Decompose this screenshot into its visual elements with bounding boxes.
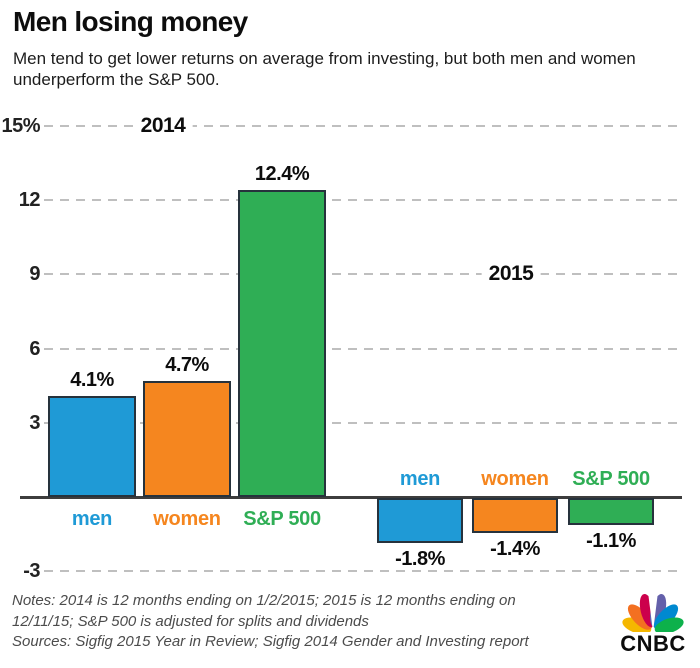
gridline	[44, 124, 684, 127]
page-title: Men losing money	[13, 6, 248, 37]
category-label-s-p-500: S&P 500	[243, 508, 321, 530]
cnbc-wordmark: CNBC	[620, 631, 686, 656]
bar-value-label: -1.4%	[490, 537, 540, 560]
bar-value-label: -1.1%	[586, 530, 636, 553]
bar-2015-men	[377, 498, 463, 543]
bar-2014-men	[48, 395, 136, 497]
category-label-men: men	[399, 468, 441, 490]
category-label-men: men	[71, 508, 113, 530]
bar-2015-women	[472, 498, 558, 533]
y-axis-tick-label: 3	[29, 411, 40, 434]
cnbc-logo: CNBC	[608, 586, 698, 655]
bar-value-label: 4.7%	[165, 353, 209, 376]
bar-value-label: 4.1%	[70, 368, 114, 391]
bar-2014-s-p-500	[238, 190, 326, 497]
category-label-women: women	[481, 468, 549, 490]
bar-chart: 15% 12 9 6 3 -3 2014 4.1% men 4.7% women 12.4% S&P 5…	[0, 110, 700, 595]
y-axis-tick-label: 6	[29, 337, 40, 360]
gridline	[44, 570, 684, 573]
cnbc-peacock-icon	[622, 588, 684, 635]
category-label-s-p-500: S&P 500	[572, 468, 650, 490]
bar-2014-women	[143, 380, 231, 497]
peacock-body-notch	[647, 588, 659, 632]
y-axis-tick-label: -3	[23, 560, 40, 583]
x-axis-baseline	[20, 496, 682, 499]
y-axis-tick-label: 15%	[1, 114, 40, 137]
gridline	[44, 347, 684, 350]
gridline	[44, 273, 684, 276]
category-label-women: women	[153, 508, 221, 530]
group-year-label: 2014	[133, 112, 193, 139]
footnotes: Notes: 2014 is 12 months ending on 1/2/2…	[12, 592, 529, 650]
bar-2015-s-p-500	[568, 498, 654, 526]
bar-value-label: 12.4%	[254, 163, 310, 186]
y-axis-tick-label: 9	[29, 263, 40, 286]
group-year-label: 2015	[481, 261, 541, 288]
y-axis-tick-label: 12	[18, 189, 41, 211]
bar-value-label: -1.8%	[395, 547, 445, 570]
gridline	[44, 199, 684, 201]
page-subtitle: Men tend to get lower returns on average…	[13, 49, 636, 89]
gridline	[44, 421, 684, 424]
